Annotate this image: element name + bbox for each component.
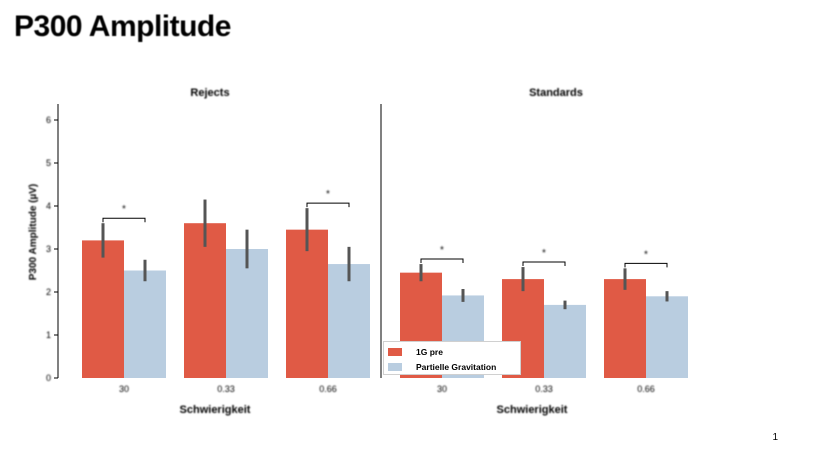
- legend-item-partielle-gravitation: Partielle Gravitation: [388, 359, 520, 374]
- bar-0-1-0: [184, 223, 226, 378]
- panel-title-0: Rejects: [190, 87, 229, 99]
- bar-0-2-0: [286, 229, 328, 378]
- x-tick-label-0-2: 0.66: [319, 384, 337, 394]
- significance-bracket-1-1: [522, 261, 566, 267]
- y-tick-label-2: 2: [46, 287, 51, 297]
- y-tick-label-4: 4: [46, 201, 51, 211]
- bar-0-0-0: [82, 240, 124, 378]
- significance-star-1-1: *: [542, 248, 546, 259]
- bar-1-1-1: [544, 304, 586, 378]
- chart-legend: 1G pre Partielle Gravitation: [383, 341, 521, 375]
- bar-0-1-1: [226, 249, 268, 378]
- y-tick-label-1: 1: [46, 330, 51, 340]
- y-tick-label-5: 5: [46, 158, 51, 168]
- legend-label-partielle-gravitation: Partielle Gravitation: [416, 361, 497, 372]
- x-tick-label-0-1: 0.33: [217, 384, 235, 394]
- legend-label-1g-pre: 1G pre: [416, 346, 443, 357]
- bar-0-0-1: [124, 270, 166, 378]
- legend-swatch-1g-pre: [388, 347, 402, 356]
- y-tick-label-3: 3: [46, 244, 51, 254]
- y-tick-label-6: 6: [46, 115, 51, 125]
- significance-bracket-1-0: [420, 258, 464, 264]
- x-tick-label-1-2: 0.66: [637, 384, 655, 394]
- bar-1-2-1: [646, 296, 688, 378]
- significance-bracket-1-2: [624, 262, 668, 268]
- x-tick-label-0-0: 30: [119, 384, 129, 394]
- bar-0-2-1: [328, 264, 370, 378]
- legend-swatch-partielle-gravitation: [388, 362, 402, 371]
- x-tick-label-1-0: 30: [437, 384, 447, 394]
- significance-star-0-2: *: [326, 189, 330, 200]
- bar-1-2-0: [604, 279, 646, 378]
- y-axis-label: P300 Amplitude (µV): [28, 184, 39, 281]
- x-axis-label-0: Schwierigkeit: [180, 404, 251, 416]
- page-number: 1: [772, 432, 778, 443]
- x-axis-label-1: Schwierigkeit: [497, 404, 568, 416]
- significance-bracket-0-0: [102, 217, 146, 223]
- significance-star-0-0: *: [122, 204, 126, 215]
- legend-item-1g-pre: 1G pre: [388, 344, 520, 359]
- significance-bracket-0-2: [306, 202, 350, 208]
- x-tick-label-1-1: 0.33: [535, 384, 553, 394]
- significance-star-1-2: *: [644, 249, 648, 260]
- significance-star-1-0: *: [440, 245, 444, 256]
- slide-title: P300 Amplitude: [14, 10, 231, 43]
- y-tick-label-0: 0: [46, 373, 51, 383]
- panel-title-1: Standards: [529, 87, 583, 99]
